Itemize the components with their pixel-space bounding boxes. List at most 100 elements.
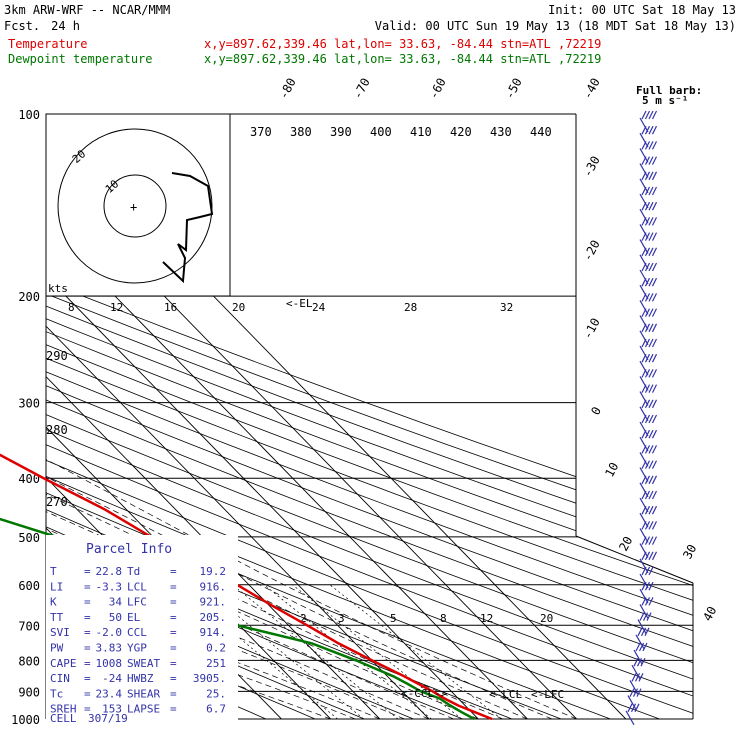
wind-barb-flag (651, 445, 658, 454)
dry-adiabat (46, 114, 693, 719)
wind-barb-flag (644, 277, 651, 287)
hodograph-frame (45, 113, 231, 297)
dewpoint-point (419, 690, 422, 693)
wind-barb-staff (633, 649, 643, 665)
parcel-equals-right: = (170, 687, 177, 700)
wind-barb-staff (639, 284, 649, 300)
dry-adiabat (46, 114, 365, 719)
hodograph-inset: 10 20 + kts (45, 113, 231, 297)
theta-label: 420 (450, 125, 472, 139)
parcel-value-left: -24 (102, 672, 122, 685)
wind-barb-flag (644, 125, 651, 135)
parcel-label-left: SREH (50, 703, 77, 716)
mixing-ratio-label: 3 (338, 612, 345, 625)
parcel-equals-left: = (84, 565, 91, 578)
wind-barb-flag (648, 460, 654, 469)
isotherm-label: -60 (426, 76, 449, 102)
wind-barb-flag (636, 657, 643, 667)
wind-barb-flag (648, 521, 654, 530)
parcel-equals-right: = (170, 672, 177, 685)
wind-barb-flag (648, 505, 654, 515)
wind-barb-staff (639, 558, 649, 574)
wind-barb-flag (632, 688, 639, 697)
parcel-info-rows: T = 22.8 Td = 19.2 LI = -3.3 LCL = 916. K = 34 LFC = 921.… (50, 565, 226, 716)
wind-barb-staff (639, 482, 649, 498)
parcel-label-right: YGP (127, 642, 147, 655)
parcel-label-left: PW (50, 642, 64, 655)
parcel-value-right: 25. (206, 687, 226, 700)
wind-barb-staff (639, 208, 649, 224)
lcl-annotation: <-LCL (489, 688, 522, 701)
wind-barb-staff (625, 710, 635, 726)
wind-barb-flag (641, 505, 647, 515)
theta-left-label: 270 (46, 495, 68, 509)
wind-barb-flag (648, 581, 654, 591)
parcel-value-right: 914. (200, 626, 227, 639)
wind-barb-flag (641, 171, 647, 181)
pressure-tick-label: 200 (18, 290, 40, 304)
dry-adiabat (46, 114, 660, 719)
wind-barb-flag (644, 308, 651, 317)
wind-barb-staff (639, 224, 649, 239)
parcel-label-right: Td (127, 565, 140, 578)
wind-barb-staff (639, 360, 649, 376)
wind-barb-flag (641, 490, 647, 500)
pressure-tick-label: 900 (18, 685, 40, 699)
wind-barb-flag (644, 429, 651, 439)
parcel-label-left: SVI (50, 626, 70, 639)
wind-barb-staff (639, 193, 649, 209)
plot-diagonal-border (575, 535, 694, 584)
wind-barb-flag (644, 323, 651, 333)
wind-barb-flag (651, 217, 658, 226)
wind-barb-flag (630, 703, 637, 713)
dewpoint-point (406, 683, 409, 685)
dewpoint-point (461, 711, 463, 714)
wind-barb-flag (629, 688, 635, 697)
wind-barb-staff (631, 664, 641, 680)
pressure-tick-label: 1000 (11, 713, 40, 727)
parcel-equals-left: = (84, 703, 91, 716)
hodograph-center-marker: + (130, 200, 137, 214)
wind-barb-staff (639, 148, 649, 163)
wind-barb-flag (641, 581, 647, 591)
wind-barb-flag (648, 597, 654, 606)
wind-barb-flag (651, 536, 658, 545)
wind-barb-flag (644, 232, 651, 241)
isotherm-label: -10 (580, 316, 603, 342)
parcel-equals-right: = (170, 626, 177, 639)
temperature-legend-label: Temperature (8, 37, 87, 51)
dry-adiabat (46, 114, 414, 719)
parcel-value-right: 6.7 (206, 703, 226, 716)
wind-barb-flag (641, 521, 647, 530)
mixing-ratio-label: 8 (440, 612, 447, 625)
parcel-equals-right: = (170, 565, 177, 578)
wind-barb-staff (639, 330, 649, 346)
parcel-label-left: CAPE (50, 657, 77, 670)
parcel-label-right: HWBZ (127, 672, 154, 685)
parcel-value-left: 34 (109, 596, 123, 609)
parcel-label-left: CIN (50, 672, 70, 685)
theta-label: 400 (370, 125, 392, 139)
wind-barb-flag (651, 125, 658, 135)
wind-barb-flag (648, 171, 654, 181)
temperature-point (443, 697, 446, 700)
speed-tick-label: 32 (500, 301, 513, 314)
dry-adiabat (46, 114, 693, 719)
parcel-label-right: SHEAR (127, 687, 160, 700)
parcel-label-left: K (50, 596, 57, 609)
parcel-label-right: LCL (127, 580, 147, 593)
fcst-value: 24 h (51, 19, 80, 33)
valid-time: Valid: 00 UTC Sun 19 May 13 (18 MDT Sat … (375, 19, 736, 33)
wind-barb-flag (651, 277, 658, 287)
wind-barb-flag (648, 247, 654, 257)
wind-barb-flag (644, 627, 650, 637)
wind-barb-staff (639, 269, 649, 285)
wind-barb-flag (641, 141, 647, 150)
parcel-label-right: LAPSE (127, 703, 160, 716)
wind-barb-flag (644, 551, 651, 561)
wind-barb-flag (641, 293, 647, 302)
pressure-tick-label: 500 (18, 531, 40, 545)
wind-barb-flag (644, 110, 651, 120)
wind-barb-flag (637, 627, 643, 637)
moist-adiabat (46, 295, 356, 719)
